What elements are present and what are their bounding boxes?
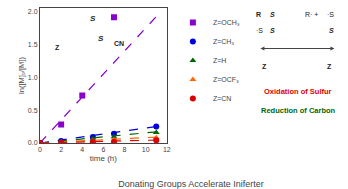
svg-text:Z=CN: Z=CN [213, 95, 231, 102]
svg-text:S: S [329, 27, 334, 34]
svg-text:S: S [270, 11, 275, 18]
svg-text:·S: ·S [256, 27, 263, 34]
svg-text:0.0: 0.0 [28, 139, 38, 146]
svg-text:1.5: 1.5 [28, 41, 38, 48]
svg-text:1.0: 1.0 [28, 74, 38, 81]
svg-text:·S: ·S [327, 11, 334, 18]
svg-text:S: S [90, 14, 96, 23]
svg-text:2.0: 2.0 [28, 8, 38, 15]
svg-text:Z: Z [262, 63, 267, 70]
svg-text:0: 0 [38, 146, 42, 153]
svg-text:R: R [256, 11, 261, 18]
svg-text:Z=OCH₃: Z=OCH₃ [213, 19, 240, 26]
svg-text:time (h): time (h) [90, 154, 117, 163]
svg-text:Oxidation of Sulfur: Oxidation of Sulfur [264, 87, 332, 96]
svg-text:Z=OCF₃: Z=OCF₃ [213, 76, 239, 83]
svg-text:CN: CN [114, 40, 124, 47]
svg-text:8: 8 [123, 146, 127, 153]
svg-text:6: 6 [101, 146, 105, 153]
svg-text:10: 10 [142, 146, 150, 153]
svg-text:Z=H: Z=H [213, 57, 226, 64]
svg-text:Z=CH₃: Z=CH₃ [213, 38, 234, 45]
svg-text:Reduction of Carbon: Reduction of Carbon [261, 106, 336, 115]
svg-text:S: S [98, 34, 104, 43]
svg-text:Z: Z [327, 63, 332, 70]
svg-text:ln([M]₀/[M]): ln([M]₀/[M]) [17, 57, 26, 94]
svg-text:0.5: 0.5 [28, 107, 38, 114]
svg-text:2: 2 [59, 146, 63, 153]
svg-text:4: 4 [80, 146, 84, 153]
svg-text:S: S [270, 27, 275, 34]
svg-text:12: 12 [163, 146, 171, 153]
svg-text:Donating Groups Accelerate Ini: Donating Groups Accelerate Iniferter [118, 179, 264, 189]
svg-text:Z: Z [55, 44, 60, 51]
svg-text:R· +: R· + [305, 11, 318, 18]
